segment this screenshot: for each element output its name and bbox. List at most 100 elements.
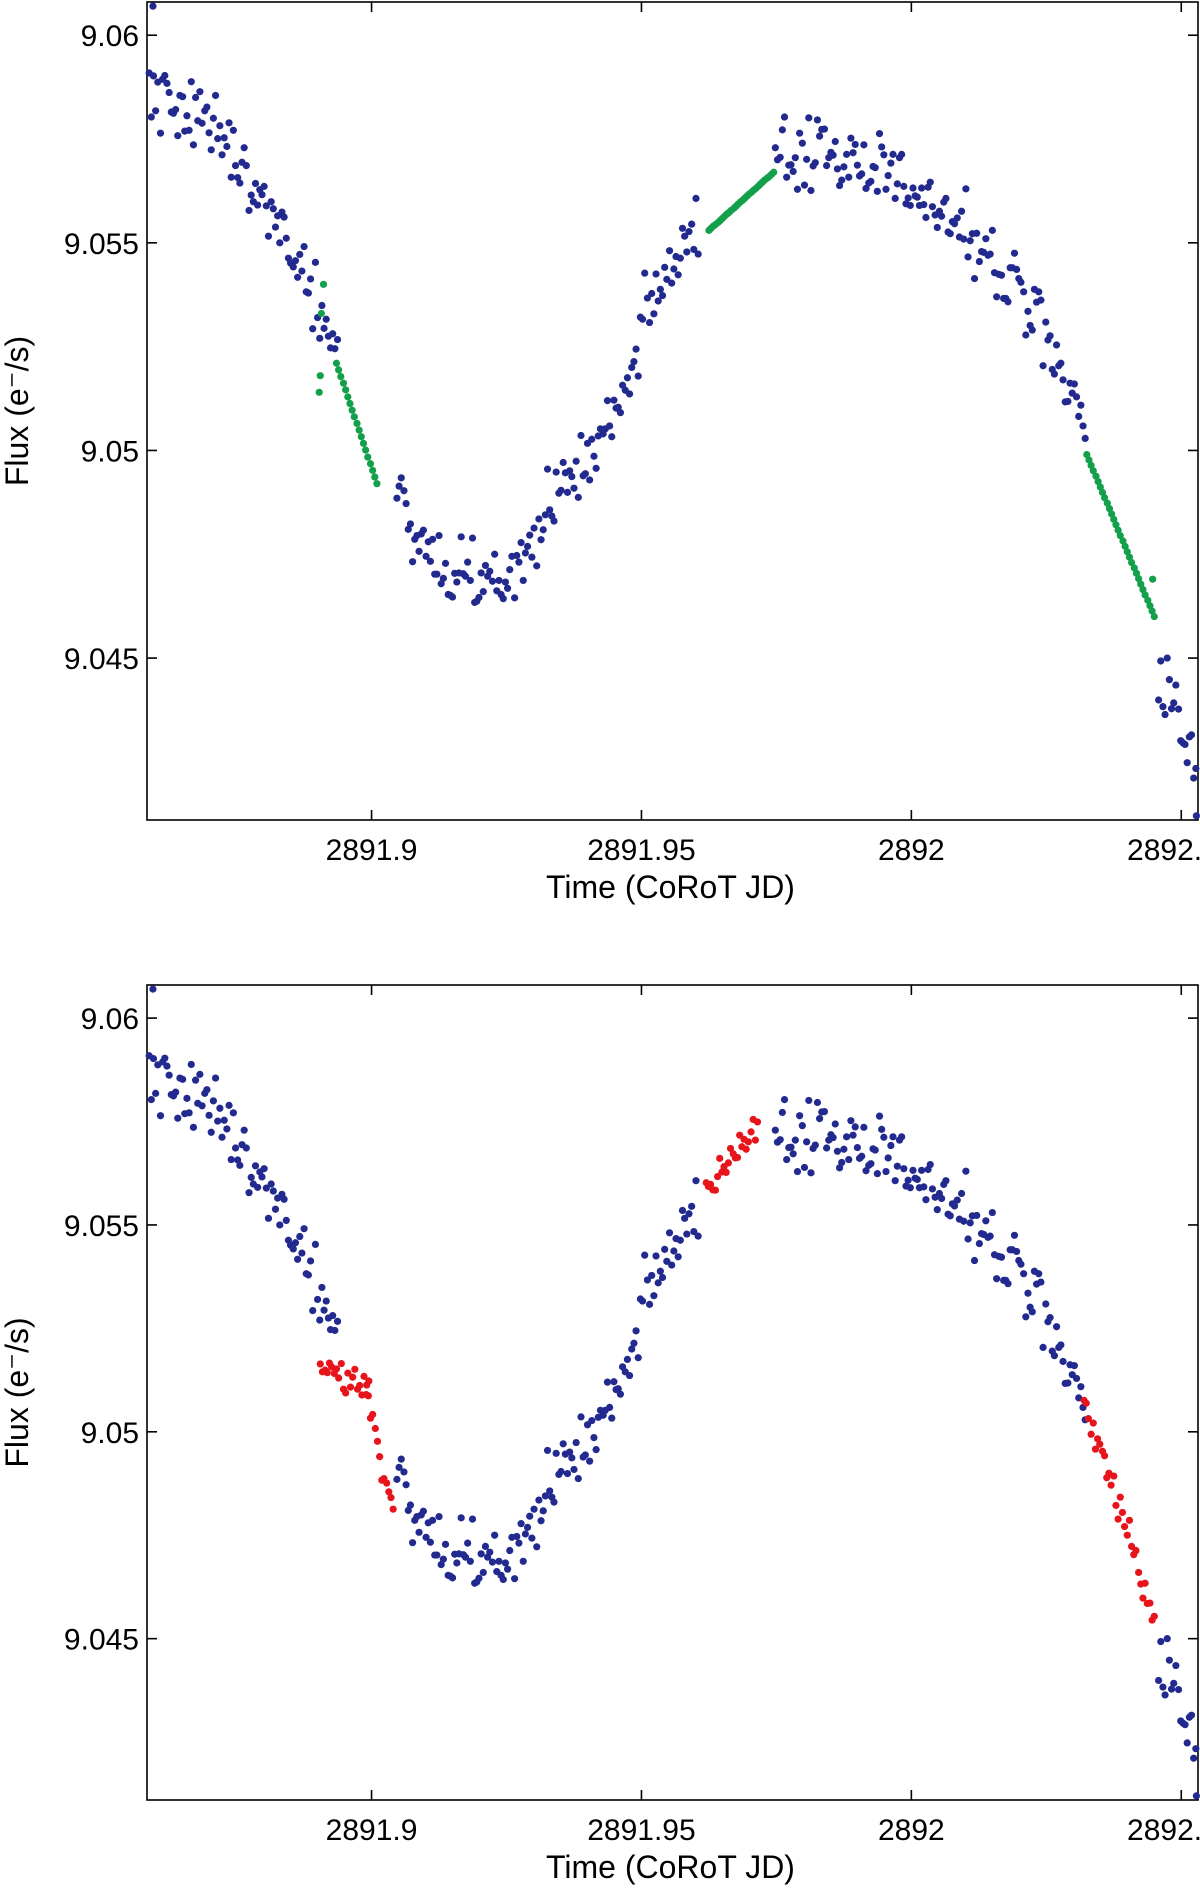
data-point (688, 1202, 696, 1210)
y-axis-label: Flux (e⁻/s) (0, 1317, 35, 1467)
data-point (342, 386, 350, 394)
data-point (650, 1292, 658, 1300)
data-point (997, 271, 1006, 279)
data-point (616, 1390, 625, 1398)
data-point (1112, 1501, 1120, 1510)
data-point (543, 465, 552, 473)
data-point (329, 1311, 337, 1320)
data-point (491, 550, 499, 558)
data-point (260, 182, 268, 190)
data-point (364, 453, 372, 461)
data-point (663, 1257, 671, 1265)
data-point (172, 1088, 180, 1096)
data-point (304, 289, 313, 297)
data-point (831, 1120, 839, 1128)
data-point (557, 1467, 565, 1476)
data-point (724, 1159, 732, 1167)
data-point (1170, 699, 1178, 707)
data-point (847, 134, 855, 142)
data-point (783, 1155, 791, 1164)
data-point (986, 250, 994, 258)
data-point (229, 126, 237, 134)
data-point (214, 135, 222, 143)
data-point (840, 1145, 848, 1153)
data-point (369, 466, 377, 474)
data-point (753, 1118, 762, 1126)
data-point (780, 113, 789, 121)
data-point (668, 279, 676, 287)
data-point (900, 182, 908, 190)
data-point (448, 593, 457, 601)
data-point (722, 1168, 730, 1177)
chart-panel-top: 2891.9 2891.95 2892 2892.05 9.045 9.05 9.055 9.… (0, 1, 1200, 905)
data-point (966, 237, 974, 245)
data-point (322, 1297, 330, 1305)
data-point (1004, 1280, 1012, 1288)
data-point (572, 457, 580, 465)
data-point (577, 1413, 585, 1421)
data-point (1037, 296, 1045, 304)
data-point (798, 139, 806, 147)
data-point (845, 173, 853, 181)
data-point (670, 265, 678, 273)
data-point (665, 247, 674, 255)
data-point (780, 1095, 789, 1104)
data-point (1192, 812, 1200, 820)
data-point (179, 93, 187, 101)
data-point (196, 88, 204, 96)
data-point (634, 1354, 642, 1362)
data-point (1042, 318, 1050, 326)
data-point (147, 1095, 155, 1104)
data-point (1137, 580, 1145, 588)
data-point (1141, 591, 1149, 599)
data-point (247, 1173, 255, 1181)
data-point (1028, 326, 1036, 334)
data-point (645, 318, 654, 327)
data-point (539, 1507, 547, 1515)
data-point (1072, 393, 1081, 401)
data-point (928, 203, 937, 211)
data-point (359, 439, 368, 447)
data-point (523, 542, 532, 550)
data-point (997, 1253, 1006, 1261)
data-point (770, 168, 778, 176)
data-point (1183, 1739, 1191, 1747)
data-point (1159, 703, 1167, 711)
data-point (823, 1144, 831, 1152)
data-point (486, 567, 494, 575)
data-point (406, 1501, 415, 1509)
data-point (793, 185, 802, 193)
data-point (690, 245, 698, 254)
data-point (165, 88, 173, 97)
data-point (1020, 1270, 1028, 1278)
data-point (311, 258, 320, 266)
x-tick-label: 2891.9 (326, 834, 418, 867)
data-point (641, 269, 649, 277)
data-point (608, 1414, 616, 1422)
data-point (1154, 696, 1163, 704)
data-point (796, 1112, 804, 1120)
data-point (683, 1230, 691, 1238)
data-point (648, 1271, 656, 1280)
data-point (402, 1481, 410, 1489)
data-point (1110, 1472, 1118, 1480)
data-point (993, 293, 1001, 301)
data-point (574, 1474, 582, 1483)
data-point (882, 1167, 890, 1176)
data-point (678, 1206, 687, 1215)
data-point (227, 1155, 235, 1164)
data-point (300, 242, 308, 251)
data-point (893, 180, 901, 188)
data-point (1077, 401, 1085, 409)
data-point (1070, 1362, 1078, 1370)
data-point (588, 1417, 596, 1425)
data-point (332, 359, 341, 367)
data-point (928, 1185, 937, 1193)
data-point (920, 1183, 928, 1191)
data-point (205, 129, 213, 137)
data-point (625, 390, 634, 398)
data-point (1161, 1691, 1169, 1699)
data-point (873, 1170, 881, 1178)
data-point (503, 1565, 512, 1573)
data-point (296, 1232, 304, 1241)
